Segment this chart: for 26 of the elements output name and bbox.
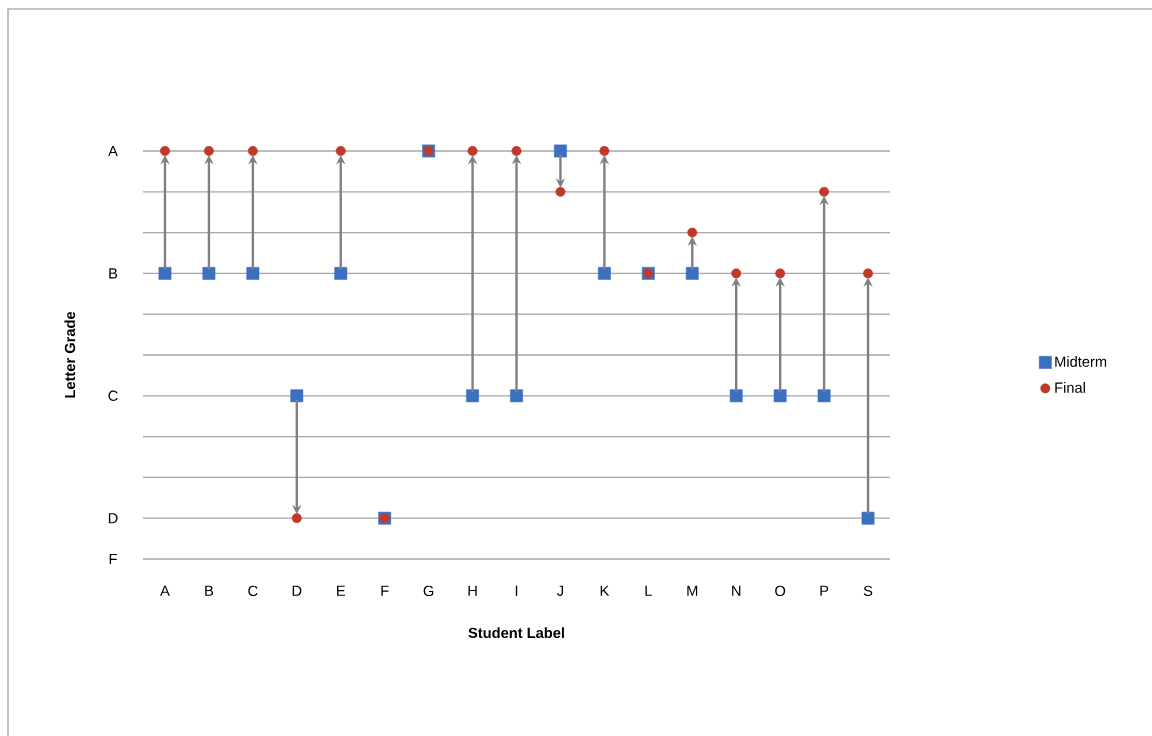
ref-line-label: D (108, 513, 118, 524)
x-tick-label: N (732, 585, 741, 596)
ref-line-label: F (109, 553, 117, 565)
x-axis-title: Student Label (468, 627, 564, 639)
x-tick-label: S (863, 585, 873, 597)
legend-label: Midterm (1055, 356, 1107, 367)
legend-label: Final (1055, 382, 1085, 393)
x-tick-label: J (557, 585, 564, 596)
x-tick-label: G (423, 585, 434, 597)
x-tick-label: F (381, 585, 389, 596)
x-tick-label: O (775, 585, 786, 597)
x-tick-label: A (160, 585, 170, 596)
ref-line-label: B (109, 268, 118, 279)
x-tick-label: B (205, 585, 214, 596)
ref-line-label: C (108, 390, 118, 401)
x-tick-label: K (600, 585, 610, 596)
x-tick-label: C (248, 585, 258, 597)
ref-line-label: A (108, 145, 118, 157)
y-axis-title: Letter Grade (64, 311, 76, 398)
x-tick-label: M (687, 585, 698, 596)
x-tick-label: D (292, 585, 302, 596)
x-tick-label: E (337, 585, 345, 596)
x-tick-label: P (820, 585, 829, 596)
x-tick-label: I (515, 585, 518, 596)
x-tick-label: L (645, 585, 652, 596)
x-tick-label: H (468, 585, 477, 596)
